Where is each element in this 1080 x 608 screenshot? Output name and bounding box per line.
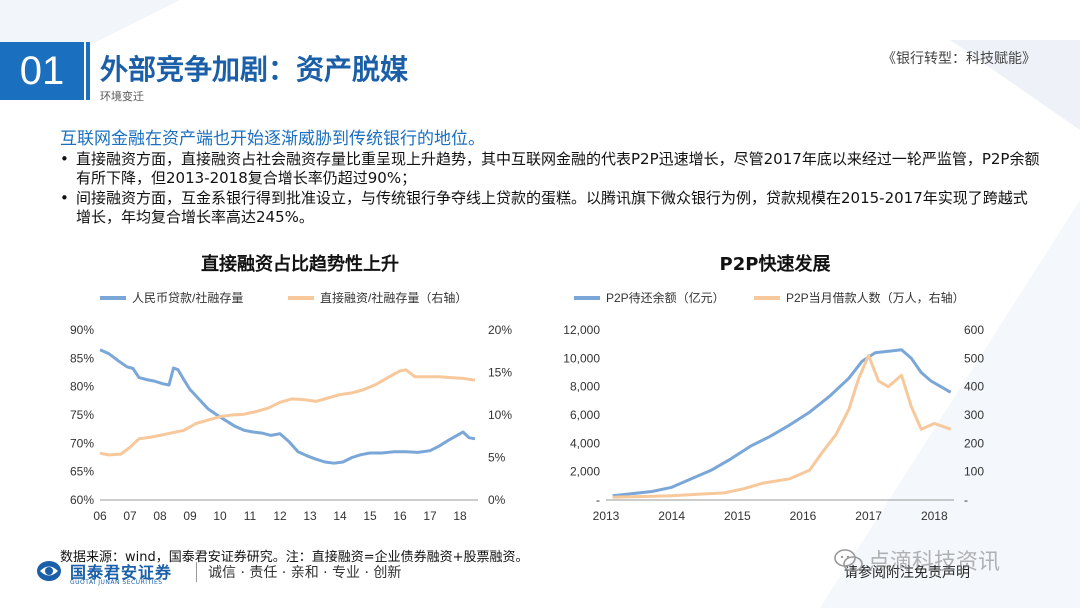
chart2-y-right-tick: 200	[964, 436, 984, 450]
slide-subtitle: 环境变迁	[100, 90, 144, 103]
chart2-y-left-tick: -	[596, 493, 600, 507]
section-number: 01	[0, 42, 84, 100]
chart2-y-right-tick: -	[964, 493, 968, 507]
chart2-x-tick: 2018	[921, 509, 948, 523]
chart1-y-right-tick: 0%	[488, 493, 506, 507]
chart2-y-left-tick: 10,000	[563, 351, 600, 365]
bullet-direct-financing: 直接融资方面，直接融资占社会融资存量比重呈现上升趋势，其中互联网金融的代表P2P…	[60, 150, 1040, 188]
chart1-y-left-tick: 90%	[70, 323, 94, 337]
chart1-title: 直接融资占比趋势性上升	[201, 254, 399, 275]
company-logo-icon	[37, 561, 61, 581]
chart1: 人民币贷款/社融存量 直接融资/社融存量（右轴） 90% 85% 80% 75% 70% 65…	[70, 290, 512, 523]
chart1-y-right-tick: 5%	[488, 451, 506, 465]
chart1-y-left-tick: 70%	[70, 436, 94, 450]
wechat-icon	[834, 549, 863, 572]
watermark-text: 点滴科技资讯	[868, 550, 1001, 575]
chart2-y-left-tick: 12,000	[563, 323, 600, 337]
chart1-series-line-0	[99, 348, 476, 465]
chart1-x-tick: 17	[423, 509, 437, 523]
disclaimer-note: 请参阅附注免责声明	[844, 565, 970, 581]
chart1-y-left-tick: 60%	[70, 493, 94, 507]
chart1-x-tick: 10	[213, 509, 227, 523]
company-motto: 诚信 · 责任 · 亲和 · 专业 · 创新	[208, 565, 402, 581]
section-divider	[86, 42, 90, 100]
chart2: P2P待还余额（亿元） P2P当月借款人数（万人，右轴） 12,000 10,000 8…	[563, 290, 984, 523]
chart1-y-left-tick: 75%	[70, 408, 94, 422]
chart2-x-tick: 2015	[724, 509, 751, 523]
chart1-x-tick: 12	[273, 509, 287, 523]
chart2-legend-label-1: P2P当月借款人数（万人，右轴）	[786, 290, 965, 305]
chart1-series-line-1	[99, 368, 476, 457]
chart1-x-tick: 09	[183, 509, 197, 523]
chart1-x-tick: 13	[303, 509, 317, 523]
chart1-y-right-tick: 20%	[488, 323, 512, 337]
chart2-y-right-tick: 400	[964, 380, 984, 394]
chart1-x-tick: 08	[153, 509, 167, 523]
bullet-list: 直接融资方面，直接融资占社会融资存量比重呈现上升趋势，其中互联网金融的代表P2P…	[60, 150, 1040, 228]
chart2-y-left-tick: 4,000	[570, 436, 600, 450]
chart1-y-right-tick: 10%	[488, 408, 512, 422]
chart2-series-line-1	[612, 354, 952, 499]
chart2-series-line-0	[612, 348, 952, 498]
chart1-x-tick: 14	[333, 509, 347, 523]
chart2-y-right-tick: 100	[964, 465, 984, 479]
chart2-x-tick: 2014	[658, 509, 685, 523]
chart2-y-left-tick: 6,000	[570, 408, 600, 422]
chart1-y-left-tick: 80%	[70, 380, 94, 394]
lead-sentence: 互联网金融在资产端也开始逐渐威胁到传统银行的地位。	[60, 129, 485, 149]
report-title: 《银行转型：科技赋能》	[882, 51, 1036, 67]
chart1-y-left-tick: 65%	[70, 465, 94, 479]
chart1-y-left-tick: 85%	[70, 351, 94, 365]
chart2-y-right-tick: 600	[964, 323, 984, 337]
chart1-x-tick: 18	[453, 509, 467, 523]
chart2-legend-label-0: P2P待还余额（亿元）	[606, 290, 725, 305]
chart2-y-right-tick: 500	[964, 351, 984, 365]
company-logo-text: 国泰君安证券	[70, 563, 173, 582]
chart1-x-tick: 11	[244, 509, 257, 523]
data-source-note: 数据来源：wind，国泰君安证券研究。注：直接融资=企业债券融资+股票融资。	[60, 550, 529, 565]
chart2-x-tick: 2013	[593, 509, 620, 523]
chart2-y-left-tick: 2,000	[570, 465, 600, 479]
footer-divider	[196, 562, 197, 582]
chart1-legend-label-1: 直接融资/社融存量（右轴）	[320, 290, 467, 305]
chart1-x-tick: 16	[393, 509, 407, 523]
chart2-x-tick: 2016	[790, 509, 817, 523]
slide-title: 外部竞争加剧：资产脱媒	[100, 53, 409, 86]
chart2-y-left-tick: 8,000	[570, 380, 600, 394]
bullet-indirect-financing: 间接融资方面，互金系银行得到批准设立，与传统银行争夺线上贷款的蛋糕。以腾讯旗下微…	[60, 189, 1040, 227]
chart2-y-right-tick: 300	[964, 408, 984, 422]
chart1-legend-label-0: 人民币贷款/社融存量	[132, 290, 243, 305]
chart1-x-tick: 07	[123, 509, 137, 523]
chart1-y-right-tick: 15%	[488, 366, 512, 380]
chart2-x-tick: 2017	[855, 509, 882, 523]
chart1-x-tick: 06	[93, 509, 107, 523]
chart1-x-tick: 15	[363, 509, 377, 523]
company-logo-english: GUOTAI JUNAN SECURITIES	[70, 579, 163, 586]
chart2-title: P2P快速发展	[719, 254, 831, 275]
